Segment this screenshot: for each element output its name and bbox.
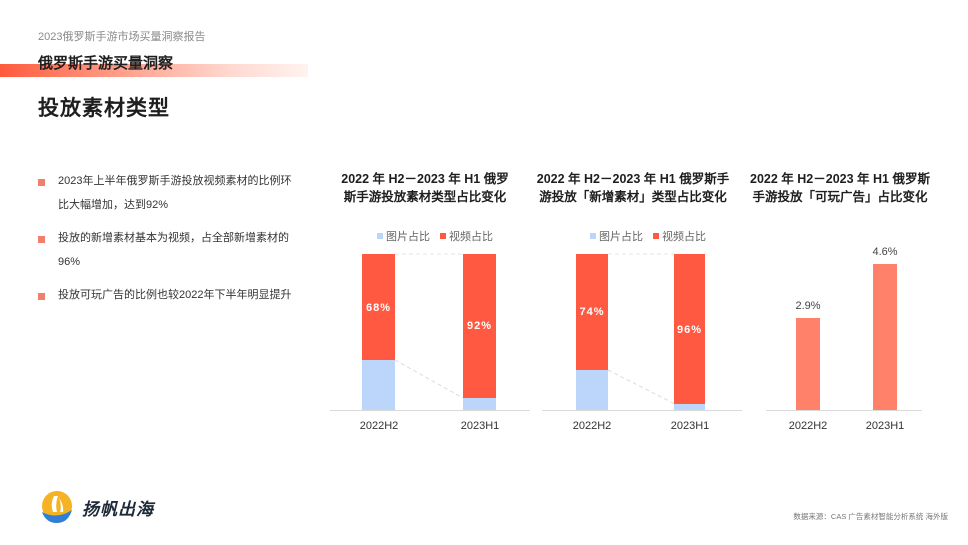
x-tick-label: 2023H1 [865, 420, 905, 432]
x-tick-label: 2022H2 [572, 420, 612, 432]
report-title: 2023俄罗斯手游市场买量洞察报告 [38, 31, 206, 43]
data-label: 68% [365, 302, 392, 314]
x-tick-label: 2023H1 [670, 420, 710, 432]
legend-swatch-icon [653, 233, 659, 239]
legend-swatch-icon [377, 233, 383, 239]
chart-3-title: 2022 年 H2－2023 年 H1 俄罗斯 手游投放「可玩广告」占比变化 [742, 170, 938, 206]
legend-item-image: 图片占比 [377, 228, 430, 244]
data-label: 2.9% [795, 300, 821, 312]
video-share-segment [674, 254, 705, 404]
data-source-note: 数据来源：CAS 广告素材智能分析系统 海外版 [793, 512, 948, 521]
sail-logo-icon [42, 491, 72, 523]
page-title: 投放素材类型 [38, 97, 170, 120]
section-accent-band [0, 64, 308, 77]
data-label: 96% [676, 324, 703, 336]
data-label: 74% [579, 306, 605, 318]
finding-item: 投放的新增素材基本为视频，占全部新增素材的96% [38, 231, 300, 274]
finding-text: 投放可玩广告的比例也较2022年下半年明显提升 [58, 289, 292, 301]
chart-title-line: 手游投放「可玩广告」占比变化 [752, 190, 928, 204]
chart-title-line: 2022 年 H2－2023 年 H1 俄罗斯手 [536, 172, 730, 186]
chart-2-bar-2022H2: 74% [576, 254, 608, 410]
chart-3-bar-2023H1 [873, 264, 897, 410]
legend-label: 图片占比 [386, 231, 430, 243]
chart-1-legend: 图片占比 视频占比 [377, 228, 503, 244]
finding-text: 2023年上半年俄罗斯手游投放视频素材的比例环比大幅增加，达到92% [58, 175, 292, 211]
chart-1-bar-2022H2: 68% [362, 254, 395, 410]
brand-name: 扬帆出海 [82, 499, 154, 519]
chart-title-line: 游投放「新增素材」类型占比变化 [539, 190, 727, 204]
chart-2-title: 2022 年 H2－2023 年 H1 俄罗斯手 游投放「新增素材」类型占比变化 [528, 170, 738, 206]
video-share-segment [362, 254, 395, 360]
image-share-segment [576, 370, 608, 410]
section-title: 俄罗斯手游买量洞察 [38, 55, 174, 72]
bullet-square-icon [38, 236, 45, 243]
chart-3-x-axis [766, 410, 922, 411]
brand-logo: 扬帆出海 [40, 490, 154, 524]
bullet-square-icon [38, 293, 45, 300]
data-label: 4.6% [872, 246, 898, 258]
chart-title-line: 2022 年 H2－2023 年 H1 俄罗斯 [750, 172, 930, 186]
chart-1-bar-2023H1: 92% [463, 254, 496, 410]
x-tick-label: 2022H2 [359, 420, 399, 432]
x-tick-label: 2022H2 [788, 420, 828, 432]
finding-item: 2023年上半年俄罗斯手游投放视频素材的比例环比大幅增加，达到92% [38, 174, 300, 217]
image-share-segment [463, 398, 496, 410]
chart-2-x-axis [542, 410, 742, 411]
legend-swatch-icon [440, 233, 446, 239]
data-label: 92% [466, 320, 493, 332]
video-share-segment [463, 254, 496, 398]
legend-item-image: 图片占比 [590, 228, 643, 244]
legend-item-video: 视频占比 [440, 228, 493, 244]
chart-2-legend: 图片占比 视频占比 [590, 228, 716, 244]
legend-label: 图片占比 [599, 231, 643, 243]
bullet-square-icon [38, 179, 45, 186]
video-share-segment [576, 254, 608, 370]
legend-swatch-icon [590, 233, 596, 239]
chart-2-bar-2023H1: 96% [674, 254, 705, 410]
x-tick-label: 2023H1 [460, 420, 500, 432]
image-share-segment [674, 404, 705, 410]
chart-1-x-axis [330, 410, 530, 411]
finding-item: 投放可玩广告的比例也较2022年下半年明显提升 [38, 288, 300, 307]
legend-label: 视频占比 [449, 231, 493, 243]
legend-item-video: 视频占比 [653, 228, 706, 244]
chart-title-line: 2022 年 H2－2023 年 H1 俄罗 [341, 172, 509, 186]
chart-title-line: 斯手游投放素材类型占比变化 [343, 190, 507, 204]
chart-3-bar-2022H2 [796, 318, 820, 410]
finding-text: 投放的新增素材基本为视频，占全部新增素材的96% [58, 232, 289, 268]
legend-label: 视频占比 [662, 231, 706, 243]
key-findings-list: 2023年上半年俄罗斯手游投放视频素材的比例环比大幅增加，达到92% 投放的新增… [38, 174, 300, 321]
image-share-segment [362, 360, 395, 410]
chart-1-title: 2022 年 H2－2023 年 H1 俄罗 斯手游投放素材类型占比变化 [322, 170, 528, 206]
